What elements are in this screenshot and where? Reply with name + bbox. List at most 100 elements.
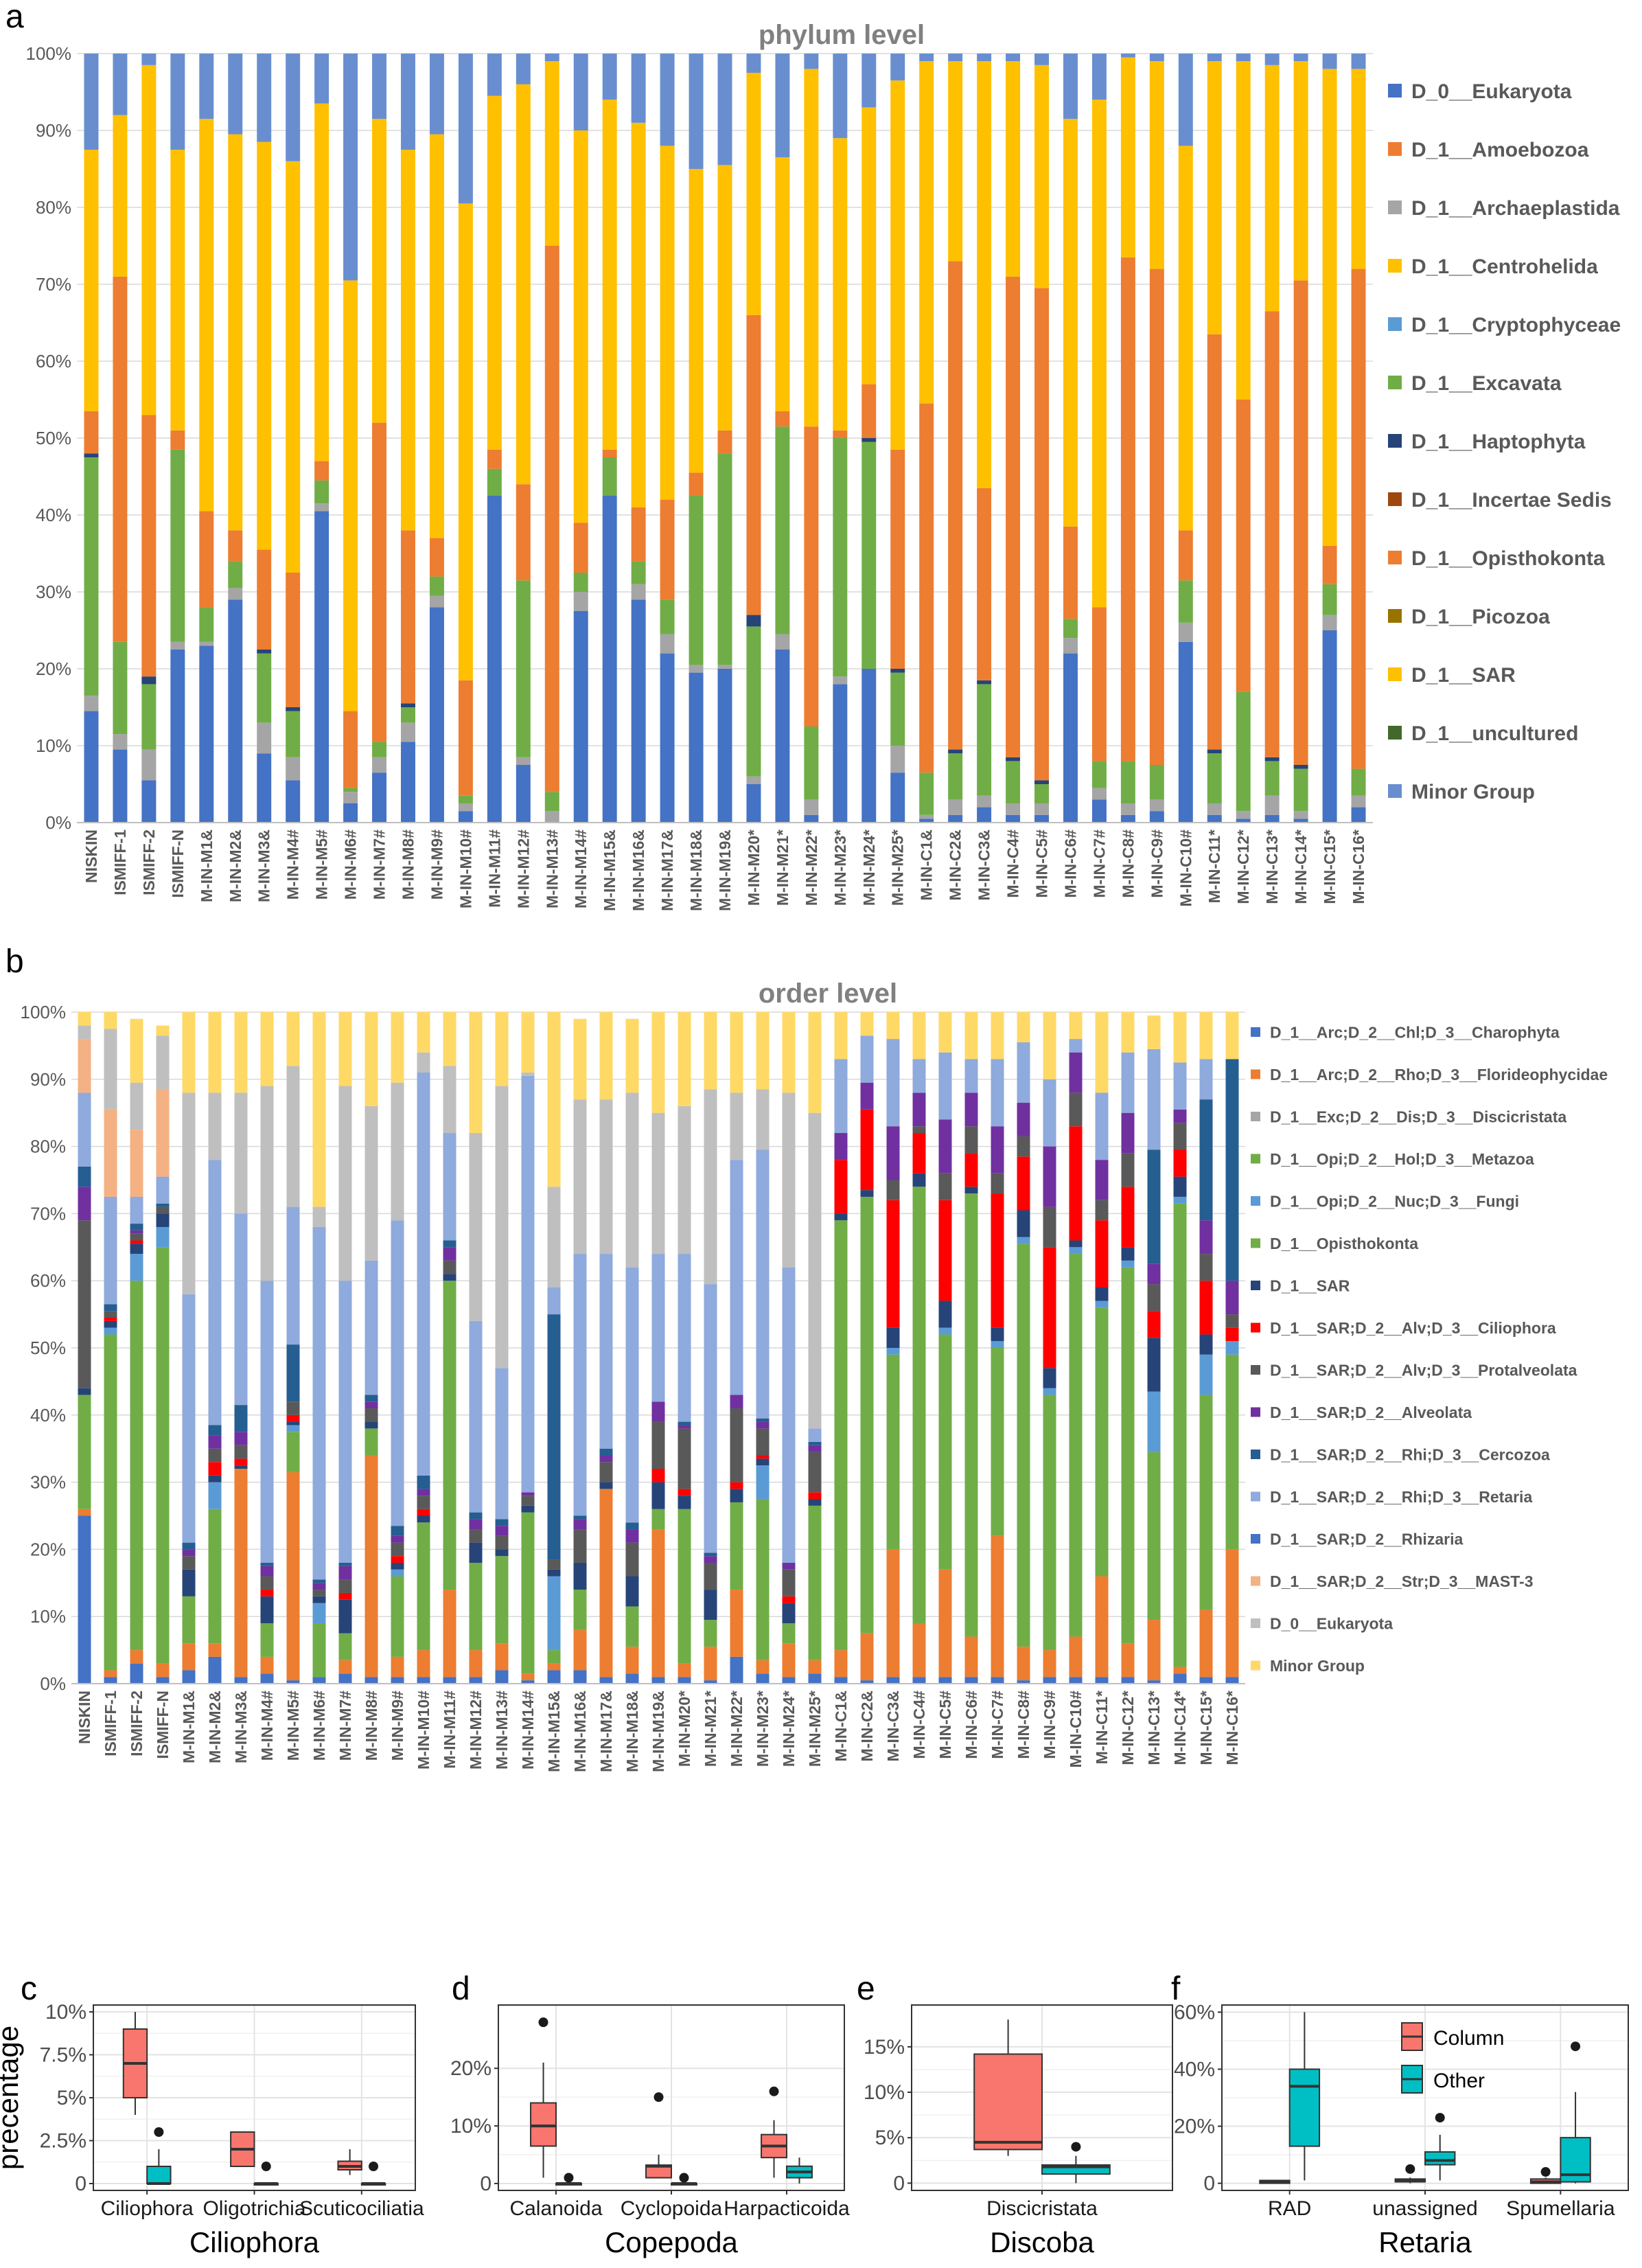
legend-label: D_1__Arc;D_2__Rho;D_3__Florideophycidae <box>1270 1066 1608 1084</box>
bar-segment <box>495 1643 509 1671</box>
plot-border <box>911 2004 1173 2191</box>
bar-segment <box>104 1670 117 1677</box>
order-chart-title: order level <box>759 978 897 1009</box>
x-tick-label: M-IN-M13# <box>543 829 561 908</box>
y-tick-label: 50% <box>36 428 71 448</box>
bar-segment <box>312 1206 326 1227</box>
legend-label: D_0__Eukaryota <box>1270 1614 1393 1632</box>
x-tick-label: M-IN-C8# <box>1015 1691 1032 1759</box>
x-tick-label: ISMIFF-N <box>154 1691 172 1759</box>
bar-segment <box>1043 1388 1056 1395</box>
bar-segment <box>257 653 272 723</box>
bar-segment <box>208 1160 222 1425</box>
bar-segment <box>746 73 761 315</box>
bar-segment <box>1207 61 1222 334</box>
bar-segment <box>746 776 761 784</box>
bar-segment <box>912 1059 926 1093</box>
bar-segment <box>912 1012 926 1059</box>
bar-segment <box>469 1133 483 1321</box>
bar-segment <box>544 246 559 792</box>
bar-segment <box>625 1267 639 1523</box>
bar-segment <box>208 1475 222 1482</box>
bar-segment <box>625 1647 639 1674</box>
bar-segment <box>286 573 301 707</box>
bar-segment <box>573 1018 587 1100</box>
legend-swatch <box>1251 1534 1260 1544</box>
outlier-point <box>369 2162 379 2171</box>
bar-segment <box>286 1206 300 1345</box>
bar-segment <box>495 1549 509 1557</box>
bar-segment <box>1069 1126 1083 1241</box>
bar-segment <box>1017 1244 1030 1647</box>
bar-segment <box>208 1656 222 1684</box>
bar-segment <box>678 1663 691 1677</box>
bar-segment <box>286 1401 300 1415</box>
bar-segment <box>730 1489 743 1502</box>
x-tick-label: M-IN-M24* <box>780 1691 798 1767</box>
bar-segment <box>1120 57 1135 257</box>
outlier-point <box>1571 2041 1581 2052</box>
bar-segment <box>651 1421 665 1469</box>
bar-segment <box>1034 54 1049 65</box>
bar-segment <box>1178 146 1193 531</box>
x-tick-label: M-IN-M22* <box>802 829 820 906</box>
y-tick-label: 15% <box>864 2036 905 2059</box>
x-tick-label: ISMIFF-1 <box>111 829 129 895</box>
bar-segment <box>469 1562 483 1651</box>
bar-segment <box>1293 768 1308 812</box>
bar-segment <box>1121 1247 1135 1261</box>
bar-segment <box>704 1284 717 1553</box>
bar-segment <box>130 1650 143 1664</box>
x-tick-label: M-IN-M1& <box>198 829 216 902</box>
bar-segment <box>625 1522 639 1530</box>
y-tick-label: 60% <box>36 351 71 371</box>
bar-segment <box>775 426 790 634</box>
x-tick-label: M-IN-M4# <box>284 829 302 900</box>
legend-swatch <box>1251 1450 1260 1459</box>
bar-segment <box>625 1018 639 1093</box>
bar-segment <box>1199 1099 1213 1221</box>
x-tick-label: M-IN-M11# <box>441 1691 459 1769</box>
bar-segment <box>469 1542 483 1563</box>
bar-segment <box>1091 788 1107 800</box>
bar-segment <box>365 1421 378 1429</box>
bar-segment <box>912 1133 926 1173</box>
bar-segment <box>730 1482 743 1489</box>
bar-segment <box>977 488 992 680</box>
bar-segment <box>1351 54 1366 69</box>
bar-segment <box>948 814 963 823</box>
bar-segment <box>104 1196 117 1305</box>
bar-segment <box>547 1314 561 1560</box>
x-tick-label: M-IN-C12* <box>1234 829 1252 904</box>
bar-segment <box>156 1677 170 1684</box>
bar-segment <box>746 54 761 73</box>
x-tick-label: M-IN-M21* <box>702 1691 719 1767</box>
bar-segment <box>660 599 675 634</box>
outlier-point <box>679 2173 689 2183</box>
bar-segment <box>651 1529 665 1677</box>
bar-segment <box>1147 1338 1161 1392</box>
bar-segment <box>808 1505 822 1660</box>
y-tick-label: 50% <box>30 1338 66 1358</box>
bar-segment <box>1069 1240 1083 1248</box>
bar-segment <box>199 645 214 823</box>
bar-segment <box>170 150 185 431</box>
x-tick-label: unassigned <box>1372 2197 1477 2220</box>
bar-segment <box>495 1086 509 1368</box>
bar-segment <box>1264 795 1280 815</box>
x-tick-label: M-IN-C15* <box>1197 1691 1215 1765</box>
bar-segment <box>573 1529 587 1563</box>
bar-segment <box>141 415 157 677</box>
bar-segment <box>391 1677 404 1684</box>
bar-segment <box>113 641 128 735</box>
bar-segment <box>704 1089 717 1285</box>
bar-segment <box>991 1341 1004 1348</box>
bar-segment <box>1199 1610 1213 1677</box>
bar-segment <box>372 119 387 423</box>
legend-label: D_1__Centrohelida <box>1411 255 1598 278</box>
y-tick-label: 0% <box>45 812 71 833</box>
bar-segment <box>182 1012 196 1093</box>
bar-segment <box>343 54 358 281</box>
bar-segment <box>1043 1395 1056 1651</box>
bar-segment <box>717 165 732 431</box>
